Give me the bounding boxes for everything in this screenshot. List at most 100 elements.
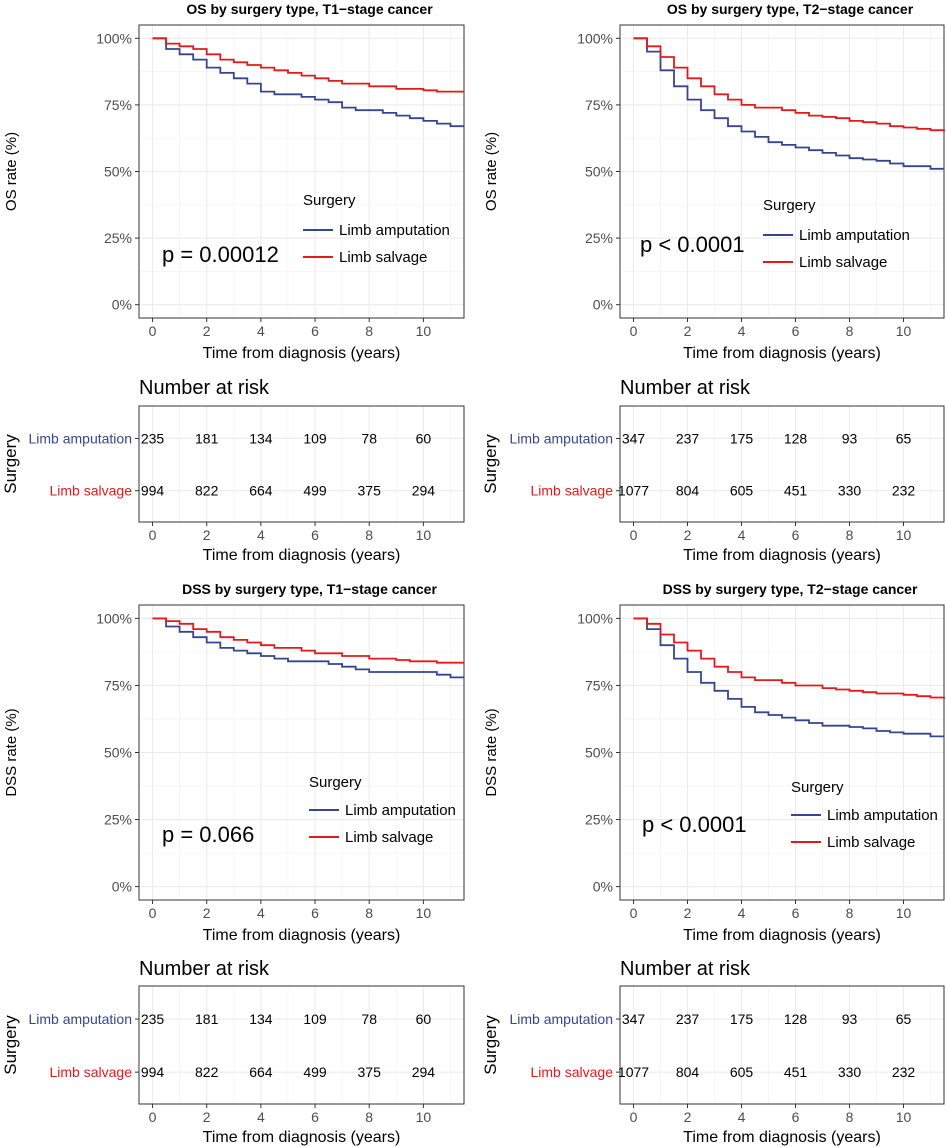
gridlines [620,25,944,318]
km-curve-limb-salvage [152,617,464,664]
risk-count: 804 [676,1064,700,1080]
x-tick-label: 10 [896,905,912,921]
risk-count: 181 [195,430,219,446]
risk-x-tick-label: 0 [149,1109,157,1125]
risk-x-tick-label: 0 [630,1109,638,1125]
y-tick-label: 0% [112,297,132,313]
risk-count: 128 [784,430,808,446]
y-tick-label: 25% [585,812,613,828]
risk-x-tick-label: 4 [257,527,265,543]
risk-row-label-limb-amputation: Limb amputation [28,430,132,446]
y-tick-label: 25% [585,230,613,246]
y-tick-label: 75% [585,97,613,113]
risk-count: 175 [730,1011,754,1027]
risk-x-axis-label: Time from diagnosis (years) [203,547,401,564]
risk-count: 347 [622,430,646,446]
risk-y-axis-label: Surgery [1,434,20,494]
risk-table-title: Number at risk [620,377,751,399]
risk-count: 232 [892,1064,916,1080]
legend-label-limb-salvage: Limb salvage [799,254,887,271]
risk-x-tick-label: 10 [416,1109,432,1125]
risk-x-tick-label: 4 [738,527,746,543]
risk-x-tick-label: 2 [203,1109,211,1125]
risk-count: 235 [141,430,165,446]
x-tick-label: 4 [738,323,746,339]
risk-count: 65 [896,1011,912,1027]
risk-count: 237 [676,430,700,446]
risk-count: 60 [416,430,432,446]
risk-count: 93 [842,1011,858,1027]
risk-table-title: Number at risk [139,958,270,980]
x-tick-label: 0 [149,323,157,339]
risk-count: 605 [730,483,754,499]
y-tick-label: 75% [104,677,132,693]
y-tick-label: 50% [585,745,613,761]
legend-title: Surgery [763,197,816,214]
risk-count: 232 [892,483,916,499]
risk-count: 294 [412,1064,436,1080]
x-tick-label: 10 [416,905,432,921]
risk-count: 664 [249,1064,273,1080]
risk-table-border [138,405,465,523]
x-tick-label: 2 [203,323,211,339]
risk-table-title: Number at risk [620,958,751,980]
legend-label-limb-amputation: Limb amputation [827,807,938,824]
risk-x-tick-label: 6 [311,1109,319,1125]
chart-title: DSS by surgery type, T1−stage cancer [182,581,437,597]
risk-count: 65 [896,430,912,446]
km-curve-limb-salvage [633,617,945,699]
risk-x-tick-label: 10 [416,527,432,543]
risk-count: 375 [358,1064,382,1080]
risk-count: 499 [303,483,327,499]
risk-count: 60 [416,1011,432,1027]
risk-x-tick-label: 2 [203,527,211,543]
risk-x-tick-label: 2 [684,1109,692,1125]
km-panel-1: OS by surgery type, T1−stage cancer 0% 25%… [1,1,465,564]
y-axis-label: DSS rate (%) [3,708,20,796]
x-tick-label: 6 [311,905,319,921]
legend-title: Surgery [791,779,844,796]
risk-x-axis-label: Time from diagnosis (years) [203,1129,401,1146]
risk-count: 822 [195,483,219,499]
x-tick-label: 0 [630,905,638,921]
legend-title: Surgery [309,774,362,791]
x-tick-label: 4 [257,905,265,921]
risk-x-tick-label: 8 [365,1109,373,1125]
risk-count: 664 [249,483,273,499]
x-tick-label: 6 [311,323,319,339]
p-value: p = 0.00012 [162,242,279,267]
risk-count: 78 [361,1011,377,1027]
x-tick-label: 8 [846,323,854,339]
x-tick-label: 0 [630,323,638,339]
x-axis-label: Time from diagnosis (years) [683,927,881,944]
x-tick-label: 6 [792,905,800,921]
km-panel-2: OS by surgery type, T2−stage cancer 0% 25%… [481,1,945,564]
p-value: p < 0.0001 [642,812,747,837]
risk-y-axis-label: Surgery [1,1015,20,1075]
risk-count: 235 [141,1011,165,1027]
risk-row-label-limb-salvage: Limb salvage [531,1064,614,1080]
risk-count: 93 [842,430,858,446]
risk-count: 78 [361,430,377,446]
risk-count: 294 [412,483,436,499]
x-tick-label: 10 [896,323,912,339]
risk-x-tick-label: 4 [738,1109,746,1125]
x-tick-label: 4 [738,905,746,921]
risk-x-tick-label: 6 [792,1109,800,1125]
risk-count: 330 [838,483,862,499]
risk-count: 451 [784,1064,808,1080]
y-tick-label: 25% [104,812,132,828]
x-tick-label: 0 [149,905,157,921]
risk-table-border [619,985,945,1105]
risk-x-tick-label: 8 [846,527,854,543]
x-tick-label: 6 [792,323,800,339]
risk-count: 175 [730,430,754,446]
km-curve-limb-salvage [152,37,464,93]
p-value: p = 0.066 [162,822,254,847]
legend-title: Surgery [303,192,356,209]
risk-x-tick-label: 8 [365,527,373,543]
risk-count: 994 [141,483,165,499]
risk-table-border [619,405,945,523]
risk-count: 804 [676,483,700,499]
